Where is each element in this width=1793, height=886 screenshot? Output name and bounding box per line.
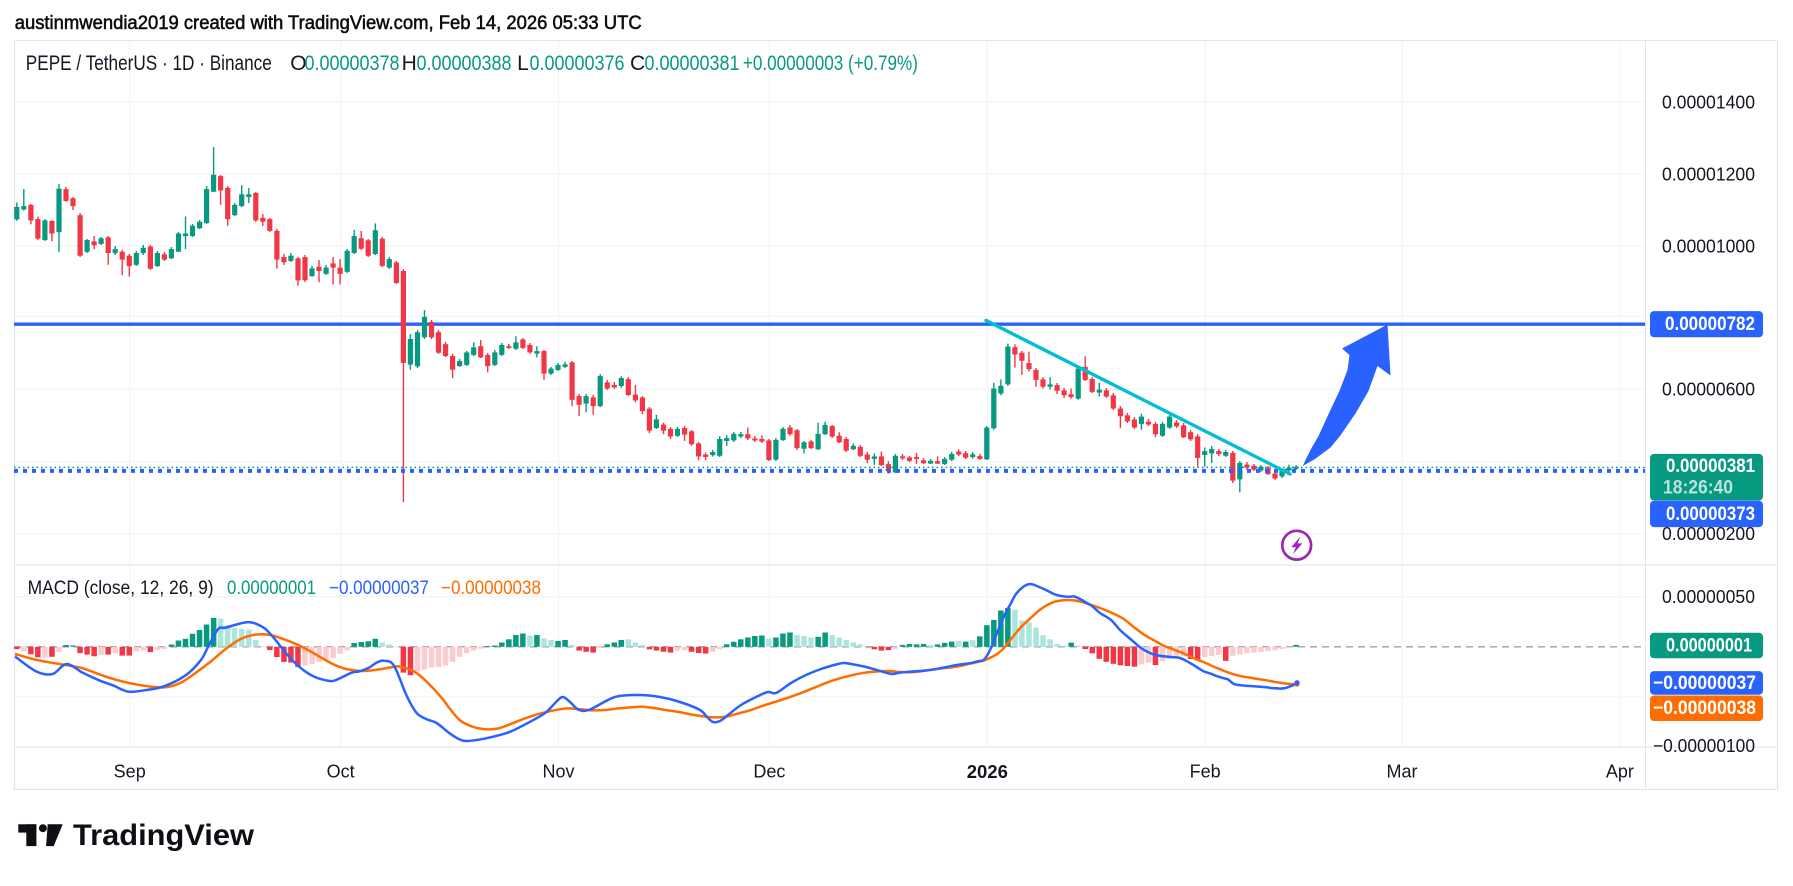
svg-text:+0.00000003 (+0.79%): +0.00000003 (+0.79%) — [743, 52, 918, 75]
svg-text:Mar: Mar — [1387, 762, 1418, 782]
svg-text:Nov: Nov — [542, 762, 574, 782]
svg-text:0.00000200: 0.00000200 — [1662, 523, 1755, 544]
svg-text:Sep: Sep — [114, 762, 146, 782]
svg-text:C: C — [630, 52, 645, 75]
svg-text:0.00001400: 0.00001400 — [1662, 91, 1755, 112]
svg-text:L: L — [517, 52, 529, 75]
svg-text:austinmwendia2019 created with: austinmwendia2019 created with TradingVi… — [15, 12, 642, 34]
svg-text:−0.00000037: −0.00000037 — [329, 577, 429, 599]
svg-text:−0.00000038: −0.00000038 — [441, 577, 541, 599]
svg-text:PEPE / TetherUS · 1D · Binance: PEPE / TetherUS · 1D · Binance — [26, 52, 272, 75]
svg-text:0.00000378: 0.00000378 — [305, 52, 400, 75]
svg-text:0.00000782: 0.00000782 — [1665, 314, 1755, 335]
svg-text:Dec: Dec — [753, 762, 785, 782]
svg-text:0.00000381: 0.00000381 — [645, 52, 740, 75]
svg-text:Feb: Feb — [1190, 762, 1221, 782]
svg-text:MACD (close, 12, 26, 9): MACD (close, 12, 26, 9) — [28, 577, 214, 599]
svg-text:0.00001200: 0.00001200 — [1662, 164, 1755, 185]
svg-text:H: H — [402, 52, 417, 75]
svg-text:0.00000376: 0.00000376 — [530, 52, 625, 75]
svg-text:−0.00000037: −0.00000037 — [1653, 673, 1756, 694]
svg-text:0.00000388: 0.00000388 — [417, 52, 512, 75]
svg-text:0.00000001: 0.00000001 — [227, 577, 316, 599]
svg-text:TradingView: TradingView — [73, 819, 254, 852]
svg-text:0.00000050: 0.00000050 — [1662, 586, 1755, 607]
svg-text:−0.00000038: −0.00000038 — [1653, 698, 1756, 719]
svg-text:Apr: Apr — [1606, 762, 1634, 782]
svg-text:0.00000600: 0.00000600 — [1662, 379, 1755, 400]
svg-text:0.00001000: 0.00001000 — [1662, 236, 1755, 257]
svg-text:0.00000001: 0.00000001 — [1666, 636, 1752, 657]
svg-text:O: O — [290, 52, 306, 75]
svg-text:Oct: Oct — [327, 762, 355, 782]
svg-text:−0.00000100: −0.00000100 — [1653, 735, 1755, 756]
svg-text:18:26:40: 18:26:40 — [1663, 478, 1733, 499]
svg-text:0.00000381: 0.00000381 — [1666, 456, 1755, 477]
svg-text:2026: 2026 — [967, 761, 1008, 782]
svg-text:0.00000373: 0.00000373 — [1666, 504, 1755, 525]
